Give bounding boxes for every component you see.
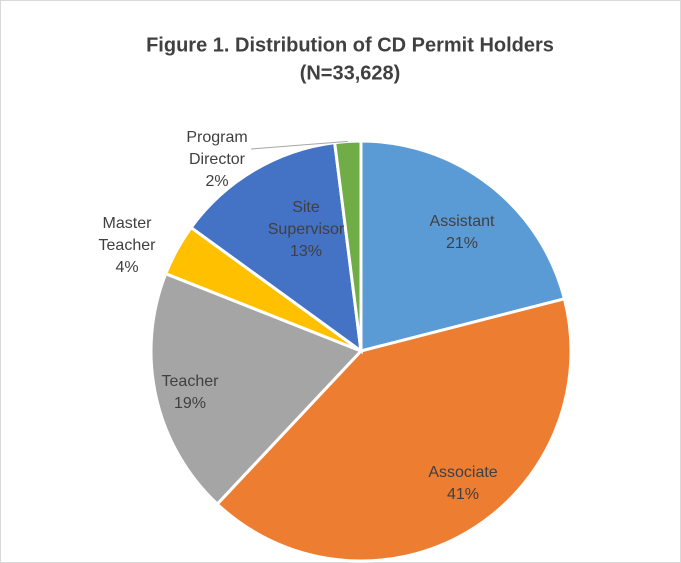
category-label: Teacher bbox=[162, 373, 220, 390]
data-label: Teacher 19% bbox=[162, 373, 220, 412]
value-label: 41% bbox=[447, 486, 479, 503]
data-label: Program Director 2% bbox=[186, 129, 247, 190]
data-label: Associate 41% bbox=[428, 464, 497, 503]
value-label: 4% bbox=[115, 259, 138, 276]
category-label: Master Teacher bbox=[99, 215, 157, 254]
category-label: Assistant bbox=[430, 213, 495, 230]
data-label: Assistant 21% bbox=[430, 213, 495, 252]
value-label: 19% bbox=[174, 395, 206, 412]
chart-title: Figure 1. Distribution of CD Permit Hold… bbox=[146, 34, 554, 56]
data-label: Master Teacher 4% bbox=[99, 215, 157, 276]
category-label: Site Supervisor bbox=[268, 199, 345, 238]
data-label: Site Supervisor 13% bbox=[268, 199, 345, 260]
value-label: 2% bbox=[205, 173, 228, 190]
pie-slice bbox=[189, 140, 363, 355]
category-label: Program Director bbox=[186, 129, 247, 168]
leader-line bbox=[250, 140, 348, 150]
value-label: 21% bbox=[446, 235, 478, 252]
pie-slice bbox=[215, 296, 573, 563]
category-label: Associate bbox=[428, 464, 497, 481]
value-label: 13% bbox=[290, 243, 322, 260]
chart-subtitle: (N=33,628) bbox=[300, 62, 401, 84]
pie-slice bbox=[359, 139, 567, 353]
